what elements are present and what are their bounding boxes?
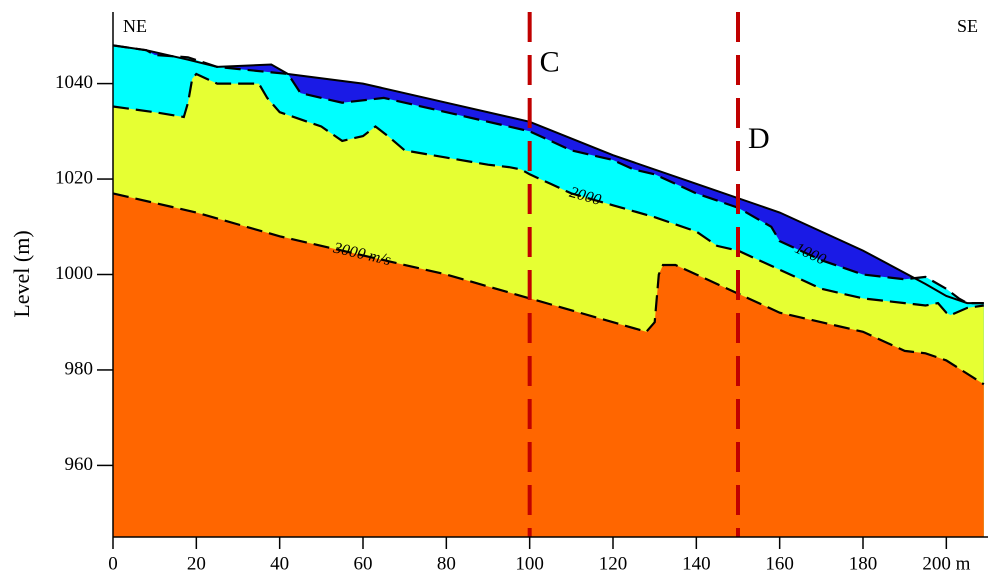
x-tick-label: 180 — [849, 553, 878, 574]
y-axis-label: Level (m) — [9, 230, 34, 317]
section-label: D — [748, 122, 770, 155]
boundary-line — [112, 192, 985, 386]
x-tick-label: 160 — [765, 553, 794, 574]
y-tick-label: 1020 — [55, 167, 93, 188]
x-tick-label: 20 — [187, 553, 206, 574]
y-tick-label: 1000 — [55, 263, 93, 284]
x-tick-label: 40 — [270, 553, 289, 574]
boundary-line — [112, 72, 984, 317]
section-label: C — [540, 46, 560, 79]
x-tick-label: 120 — [599, 553, 628, 574]
y-tick-label: 980 — [65, 358, 94, 379]
velocity-layer — [113, 193, 984, 537]
x-tick-label: 0 — [108, 553, 118, 574]
x-tick-label: 80 — [437, 553, 456, 574]
y-tick-label: 960 — [65, 454, 94, 475]
x-tick-label: 100 — [515, 553, 544, 574]
x-tick-label: 60 — [354, 553, 373, 574]
x-tick-label: 200 m — [922, 553, 970, 574]
left-label: NE — [123, 16, 147, 36]
right-label: SE — [957, 16, 978, 36]
x-tick-label: 140 — [682, 553, 711, 574]
boundary-line — [112, 44, 984, 305]
y-tick-label: 1040 — [55, 72, 93, 93]
